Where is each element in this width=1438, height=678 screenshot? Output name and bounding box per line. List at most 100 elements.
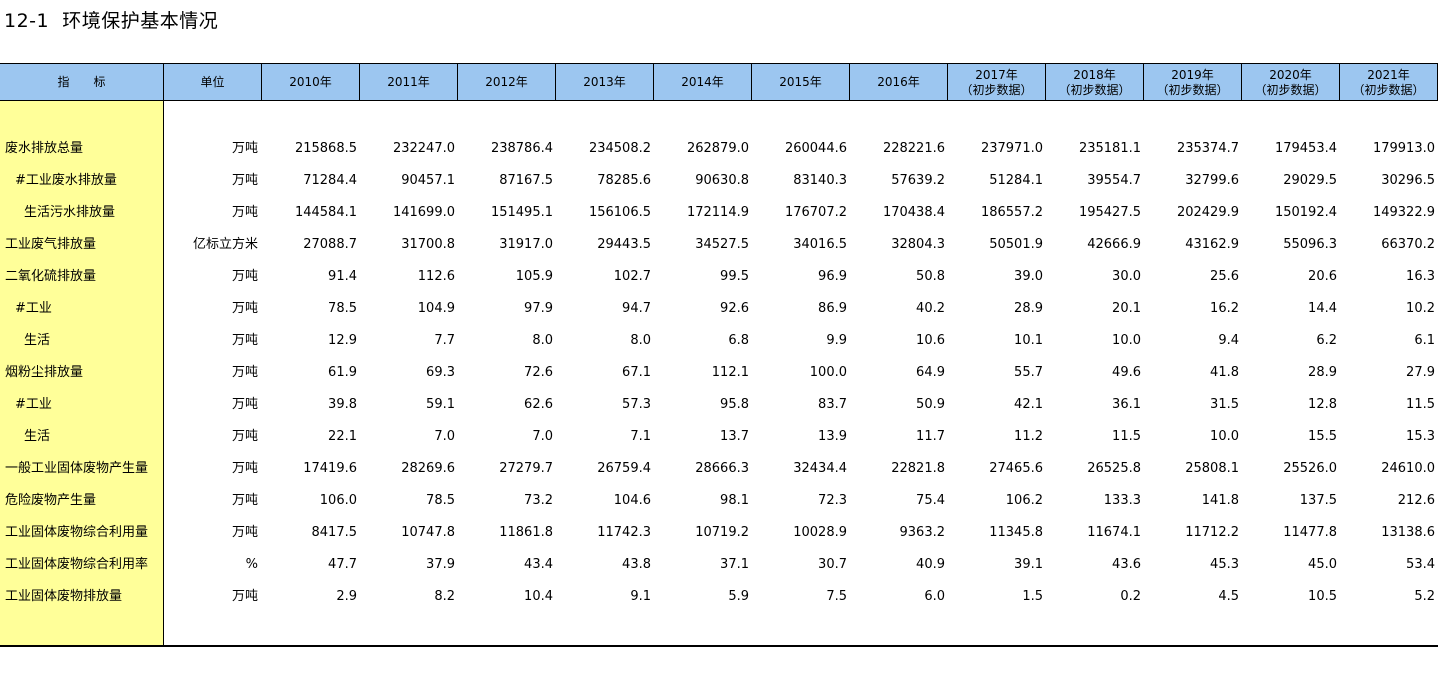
row-value-cell: 53.4 [1406, 557, 1435, 572]
row-value-cell: 104.9 [417, 301, 455, 316]
row-value-cell: 55.7 [1014, 365, 1043, 380]
table-row: 工业固体废物综合利用量 万吨 8417.5 10747.8 11861.8 11742.3… [0, 517, 1438, 549]
table-body: 废水排放总量 万吨 215868.5 232247.0 238786.4 234508.2… [0, 101, 1438, 645]
row-value-cell: 55096.3 [1283, 237, 1337, 252]
row-value-cell: 37.1 [720, 557, 749, 572]
table-row: #工业废水排放量 万吨 71284.4 90457.1 87167.5 78285.6 90… [0, 165, 1438, 197]
row-value-cell: 133.3 [1103, 493, 1141, 508]
row-value-cell: 234508.2 [588, 141, 651, 156]
row-indicator-label: 生活 [24, 429, 51, 444]
table-bottom-border [0, 645, 1438, 647]
row-value-cell: 11.2 [1014, 429, 1043, 444]
row-value-cell: 10747.8 [401, 525, 455, 540]
row-value-cell: 106.0 [319, 493, 357, 508]
row-value-cell: 39.0 [1014, 269, 1043, 284]
row-value-cell: 71284.4 [303, 173, 357, 188]
row-indicator-label: #工业 [15, 397, 52, 412]
row-unit: 万吨 [231, 301, 258, 316]
row-value-cell: 27465.6 [989, 461, 1043, 476]
row-value-cell: 179453.4 [1274, 141, 1337, 156]
row-value-cell: 10.5 [1308, 589, 1337, 604]
row-value-cell: 7.1 [630, 429, 651, 444]
row-value-cell: 62.6 [524, 397, 553, 412]
row-value-cell: 10.2 [1406, 301, 1435, 316]
row-value-cell: 39554.7 [1087, 173, 1141, 188]
row-value-cell: 150192.4 [1274, 205, 1337, 220]
row-value-cell: 12.8 [1308, 397, 1337, 412]
row-indicator-label: 工业固体废物综合利用率 [5, 557, 149, 572]
header-year-note: （初步数据） [1156, 82, 1229, 97]
row-value-cell: 15.3 [1406, 429, 1435, 444]
row-unit: 亿标立方米 [192, 237, 258, 252]
row-value-cell: 27.9 [1406, 365, 1435, 380]
row-value-cell: 67.1 [622, 365, 651, 380]
row-unit: 万吨 [231, 397, 258, 412]
row-value-cell: 32799.6 [1185, 173, 1239, 188]
row-value-cell: 202429.9 [1176, 205, 1239, 220]
row-value-cell: 73.2 [524, 493, 553, 508]
row-value-cell: 24610.0 [1381, 461, 1435, 476]
row-value-cell: 238786.4 [490, 141, 553, 156]
row-value-cell: 235374.7 [1176, 141, 1239, 156]
row-indicator-label: 危险废物产生量 [5, 493, 97, 508]
row-value-cell: 40.2 [916, 301, 945, 316]
row-value-cell: 30296.5 [1381, 173, 1435, 188]
header-year-0: 2010年 [262, 64, 360, 101]
row-value-cell: 14.4 [1308, 301, 1337, 316]
row-value-cell: 41.8 [1210, 365, 1239, 380]
header-year-1: 2011年 [360, 64, 458, 101]
row-value-cell: 0.2 [1120, 589, 1141, 604]
row-value-cell: 43162.9 [1185, 237, 1239, 252]
row-unit: 万吨 [231, 141, 258, 156]
row-value-cell: 28.9 [1014, 301, 1043, 316]
row-value-cell: 7.7 [434, 333, 455, 348]
row-unit: 万吨 [231, 461, 258, 476]
row-value-cell: 69.3 [426, 365, 455, 380]
column-divider [163, 101, 164, 645]
row-value-cell: 45.0 [1308, 557, 1337, 572]
row-value-cell: 186557.2 [980, 205, 1043, 220]
row-value-cell: 90457.1 [401, 173, 455, 188]
row-value-cell: 51284.1 [989, 173, 1043, 188]
row-value-cell: 10028.9 [793, 525, 847, 540]
header-year-9: 2019年 （初步数据） [1144, 64, 1242, 101]
row-value-cell: 86.9 [818, 301, 847, 316]
row-value-cell: 39.1 [1014, 557, 1043, 572]
header-year-4: 2014年 [654, 64, 752, 101]
data-table: 指 标 单位 2010年 2011年 2012年 2013年 2014年 2015年 201… [0, 63, 1438, 647]
header-year-note: （初步数据） [1254, 82, 1327, 97]
row-value-cell: 215868.5 [294, 141, 357, 156]
header-year-label: 2014年 [681, 75, 724, 89]
row-indicator-label: 一般工业固体废物产生量 [5, 461, 149, 476]
row-value-cell: 9.1 [630, 589, 651, 604]
row-value-cell: 13138.6 [1381, 525, 1435, 540]
row-value-cell: 11.7 [916, 429, 945, 444]
row-value-cell: 179913.0 [1372, 141, 1435, 156]
row-value-cell: 50501.9 [989, 237, 1043, 252]
header-year-label: 2016年 [877, 75, 920, 89]
row-unit: 万吨 [231, 333, 258, 348]
row-value-cell: 42666.9 [1087, 237, 1141, 252]
table-row: 烟粉尘排放量 万吨 61.9 69.3 72.6 67.1 112.1 100.0 64.9 55… [0, 357, 1438, 389]
row-value-cell: 42.1 [1014, 397, 1043, 412]
table-row: #工业 万吨 78.5 104.9 97.9 94.7 92.6 86.9 40.2 28.9 20… [0, 293, 1438, 325]
header-year-label: 2013年 [583, 75, 626, 89]
table-row: 工业废气排放量 亿标立方米 27088.7 31700.8 31917.0 29443.5… [0, 229, 1438, 261]
header-year-5: 2015年 [752, 64, 850, 101]
row-unit: 万吨 [231, 365, 258, 380]
row-unit: 万吨 [231, 493, 258, 508]
row-indicator-label: 生活 [24, 333, 51, 348]
table-row: 工业固体废物排放量 万吨 2.9 8.2 10.4 9.1 5.9 7.5 6.0 1.5 0.2 4… [0, 581, 1438, 613]
row-value-cell: 149322.9 [1372, 205, 1435, 220]
header-year-2: 2012年 [458, 64, 556, 101]
row-indicator-label: 废水排放总量 [5, 141, 84, 156]
row-value-cell: 25526.0 [1283, 461, 1337, 476]
row-value-cell: 94.7 [622, 301, 651, 316]
row-value-cell: 78285.6 [597, 173, 651, 188]
row-value-cell: 10.4 [524, 589, 553, 604]
row-value-cell: 137.5 [1299, 493, 1337, 508]
row-value-cell: 83.7 [818, 397, 847, 412]
row-value-cell: 7.0 [434, 429, 455, 444]
row-value-cell: 99.5 [720, 269, 749, 284]
row-indicator-label: 工业废气排放量 [5, 237, 97, 252]
